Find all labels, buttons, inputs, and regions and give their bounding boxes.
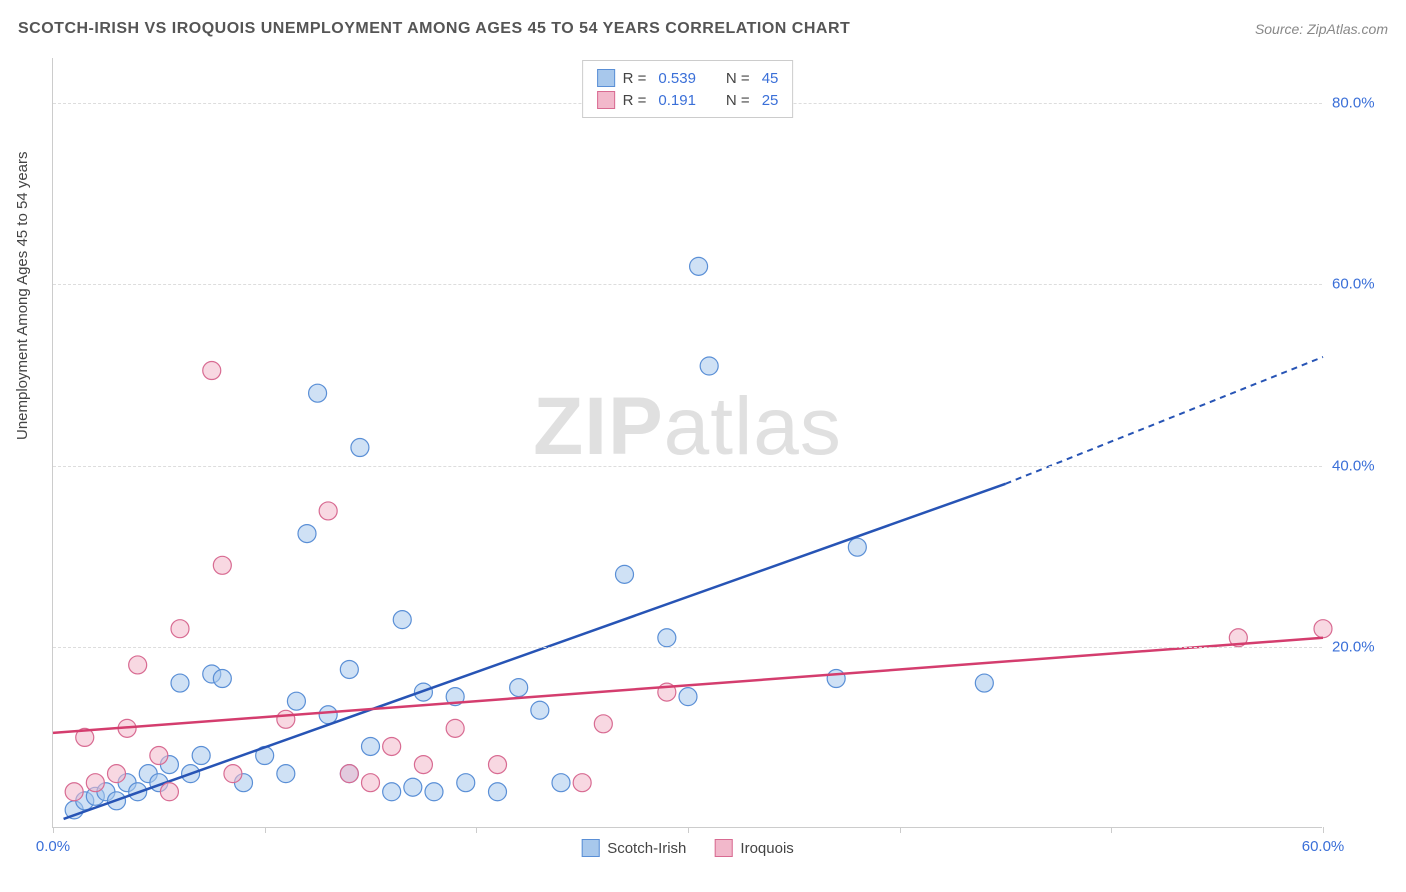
legend-row: R = 0.539 N = 45 xyxy=(597,67,779,89)
data-point xyxy=(510,679,528,697)
x-tick xyxy=(476,827,477,833)
legend-r-value: 0.539 xyxy=(658,70,696,87)
x-tick xyxy=(1111,827,1112,833)
data-point xyxy=(287,692,305,710)
legend-row: R = 0.191 N = 25 xyxy=(597,89,779,111)
data-point xyxy=(298,525,316,543)
data-point xyxy=(690,257,708,275)
legend-r-label: R = xyxy=(623,70,647,87)
legend-item: Iroquois xyxy=(714,839,793,857)
legend-swatch xyxy=(714,839,732,857)
y-tick-label: 80.0% xyxy=(1332,95,1392,112)
x-tick xyxy=(53,827,54,833)
data-point xyxy=(362,737,380,755)
data-point xyxy=(351,439,369,457)
data-point xyxy=(1314,620,1332,638)
legend-n-label: N = xyxy=(726,92,750,109)
data-point xyxy=(827,670,845,688)
data-point xyxy=(552,774,570,792)
legend-label: Iroquois xyxy=(740,840,793,857)
data-point xyxy=(616,565,634,583)
data-point xyxy=(679,688,697,706)
data-point xyxy=(362,774,380,792)
trend-line xyxy=(64,484,1006,819)
y-tick-label: 60.0% xyxy=(1332,276,1392,293)
chart-svg xyxy=(53,58,1322,827)
plot-area: ZIPatlas R =0.539N =45R =0.191N =25 Scot… xyxy=(52,58,1322,828)
x-tick xyxy=(900,827,901,833)
x-tick-label: 60.0% xyxy=(1302,838,1345,855)
legend-n-label: N = xyxy=(726,70,750,87)
x-tick-label: 0.0% xyxy=(36,838,70,855)
data-point xyxy=(975,674,993,692)
grid-line xyxy=(53,284,1322,285)
data-point xyxy=(86,774,104,792)
data-point xyxy=(319,502,337,520)
data-point xyxy=(531,701,549,719)
data-point xyxy=(404,778,422,796)
chart-title: SCOTCH-IRISH VS IROQUOIS UNEMPLOYMENT AM… xyxy=(18,20,850,38)
data-point xyxy=(160,783,178,801)
data-point xyxy=(658,629,676,647)
data-point xyxy=(446,719,464,737)
data-point xyxy=(393,611,411,629)
data-point xyxy=(65,783,83,801)
correlation-legend: R = 0.539 N = 45 R = 0.191 N = 25 xyxy=(582,60,794,118)
data-point xyxy=(383,783,401,801)
legend-r-value: 0.191 xyxy=(658,92,696,109)
data-point xyxy=(277,765,295,783)
y-tick-label: 40.0% xyxy=(1332,457,1392,474)
legend-n-value: 25 xyxy=(762,92,779,109)
data-point xyxy=(594,715,612,733)
data-point xyxy=(340,765,358,783)
grid-line xyxy=(53,466,1322,467)
trend-line xyxy=(53,638,1323,733)
legend-item: Scotch-Irish xyxy=(581,839,686,857)
legend-label: Scotch-Irish xyxy=(607,840,686,857)
data-point xyxy=(213,556,231,574)
data-point xyxy=(340,660,358,678)
data-point xyxy=(489,783,507,801)
data-point xyxy=(319,706,337,724)
legend-swatch xyxy=(597,69,615,87)
y-axis-label: Unemployment Among Ages 45 to 54 years xyxy=(14,151,31,440)
data-point xyxy=(192,747,210,765)
data-point xyxy=(573,774,591,792)
title-bar: SCOTCH-IRISH VS IROQUOIS UNEMPLOYMENT AM… xyxy=(18,20,1388,38)
data-point xyxy=(848,538,866,556)
legend-swatch xyxy=(581,839,599,857)
legend-n-value: 45 xyxy=(762,70,779,87)
data-point xyxy=(171,620,189,638)
data-point xyxy=(224,765,242,783)
x-tick xyxy=(265,827,266,833)
data-point xyxy=(129,656,147,674)
legend-r-label: R = xyxy=(623,92,647,109)
data-point xyxy=(213,670,231,688)
x-tick xyxy=(688,827,689,833)
grid-line xyxy=(53,647,1322,648)
data-point xyxy=(150,747,168,765)
data-point xyxy=(700,357,718,375)
data-point xyxy=(203,362,221,380)
data-point xyxy=(489,756,507,774)
legend-swatch xyxy=(597,91,615,109)
data-point xyxy=(171,674,189,692)
data-point xyxy=(309,384,327,402)
data-point xyxy=(414,756,432,774)
series-legend: Scotch-Irish Iroquois xyxy=(581,839,794,857)
source-credit: Source: ZipAtlas.com xyxy=(1255,21,1388,37)
x-tick xyxy=(1323,827,1324,833)
data-point xyxy=(108,765,126,783)
y-tick-label: 20.0% xyxy=(1332,638,1392,655)
data-point xyxy=(425,783,443,801)
data-point xyxy=(457,774,475,792)
data-point xyxy=(383,737,401,755)
data-point xyxy=(277,710,295,728)
